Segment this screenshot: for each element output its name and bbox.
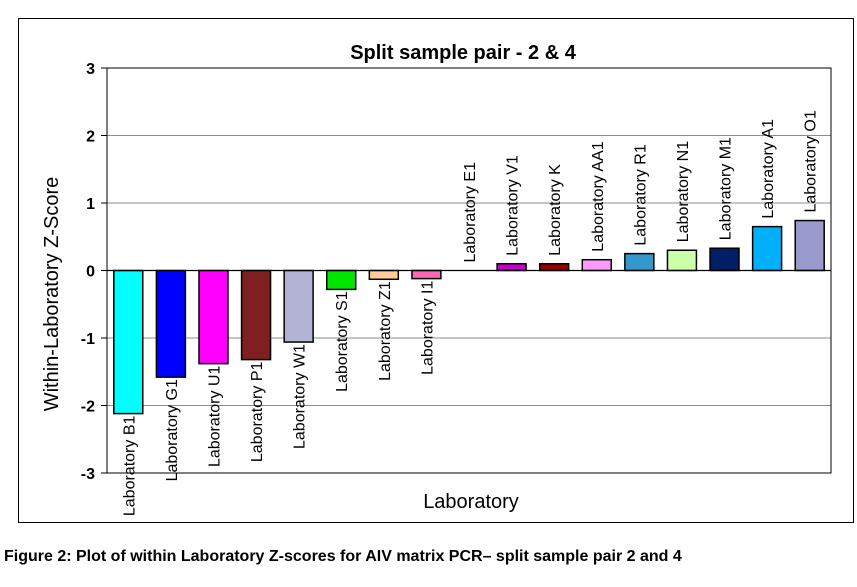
bar [240, 269, 272, 361]
bar [411, 269, 442, 280]
category-label: Laboratory Z1 [377, 281, 394, 381]
bar [496, 263, 527, 272]
chart-title: Split sample pair - 2 & 4 [350, 42, 577, 64]
bar [538, 263, 570, 272]
category-label: Laboratory G1 [164, 379, 181, 481]
figure-caption: Figure 2: Plot of within Laboratory Z-sc… [4, 548, 682, 565]
bar [326, 269, 357, 291]
bar [113, 269, 144, 415]
category-label: Laboratory B1 [121, 416, 138, 517]
category-label: Laboratory R1 [632, 144, 649, 245]
y-tick-label: -3 [81, 466, 95, 483]
y-tick-label: -2 [81, 399, 95, 416]
bar [709, 247, 740, 272]
y-axis-label: Within-Laboratory Z-Score [41, 177, 63, 412]
bar-chart: Split sample pair - 2 & 4 Within-Laborat… [41, 42, 832, 517]
category-label: Laboratory W1 [292, 344, 309, 449]
category-label: Laboratory AA1 [590, 141, 607, 251]
y-tick-label: 0 [86, 264, 95, 281]
category-label: Laboratory E1 [462, 162, 479, 263]
category-label: Laboratory N1 [675, 141, 692, 242]
bar [666, 249, 698, 272]
category-label: Laboratory I1 [419, 280, 436, 374]
category-label: Laboratory U1 [206, 366, 223, 467]
bars: Laboratory B1 Laboratory G1 Laboratory U1 L… [113, 110, 825, 517]
category-label: Laboratory O1 [803, 110, 820, 212]
bar [624, 252, 655, 272]
y-tick-label: 3 [86, 61, 95, 78]
y-tick-label: 2 [86, 129, 95, 146]
bar [794, 219, 825, 272]
y-tick-label: 1 [86, 196, 95, 213]
axes: -3 -2 -1 0 1 2 3 [81, 61, 832, 483]
bar [368, 269, 400, 281]
bar [581, 258, 612, 272]
category-label: Laboratory M1 [718, 137, 735, 240]
chart-frame: Split sample pair - 2 & 4 Within-Laborat… [18, 18, 854, 523]
y-tick-label: -1 [81, 331, 95, 348]
bar [283, 269, 314, 343]
category-label: Laboratory K [547, 164, 564, 256]
category-label: Laboratory P1 [249, 362, 266, 463]
category-label: Laboratory S1 [334, 291, 351, 392]
category-label: Laboratory V1 [505, 155, 522, 256]
bar [198, 269, 229, 365]
x-axis-label: Laboratory [423, 491, 519, 513]
category-label: Laboratory A1 [760, 119, 777, 219]
bar [155, 269, 187, 378]
bar [751, 225, 783, 272]
